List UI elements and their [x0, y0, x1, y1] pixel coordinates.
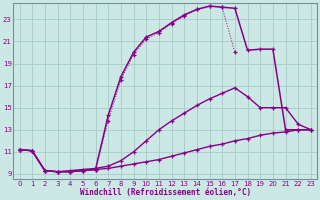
X-axis label: Windchill (Refroidissement éolien,°C): Windchill (Refroidissement éolien,°C): [80, 188, 251, 197]
